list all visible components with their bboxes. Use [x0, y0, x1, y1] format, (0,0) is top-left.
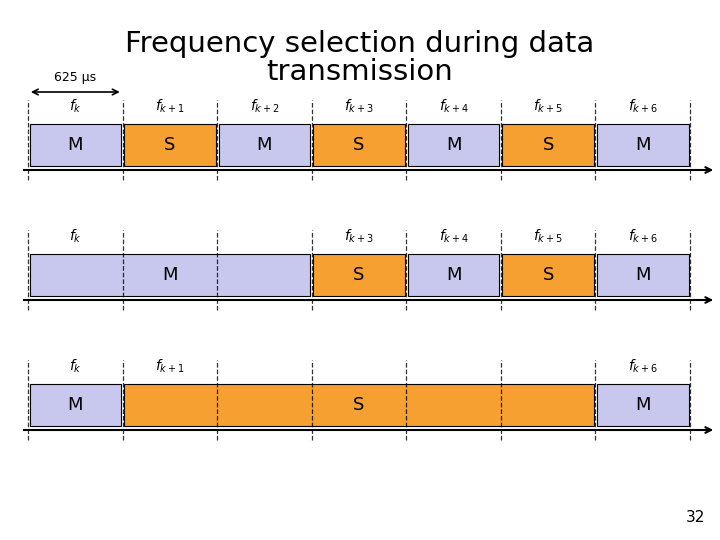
Text: $f_{k+3}$: $f_{k+3}$	[344, 97, 374, 114]
Bar	[503, 124, 594, 166]
Text: S: S	[354, 266, 365, 284]
Bar	[124, 124, 216, 166]
Text: S: S	[164, 136, 176, 154]
Bar	[219, 124, 310, 166]
Text: t: t	[718, 294, 720, 308]
Text: $f_{k+5}$: $f_{k+5}$	[534, 227, 563, 245]
Bar	[313, 124, 405, 166]
Text: Frequency selection during data: Frequency selection during data	[125, 30, 595, 58]
Bar	[408, 254, 500, 296]
Bar	[30, 384, 121, 426]
Bar	[597, 384, 688, 426]
Text: M: M	[446, 266, 462, 284]
Text: $f_{k}$: $f_{k}$	[69, 357, 81, 375]
Bar	[124, 384, 594, 426]
Text: S: S	[354, 396, 365, 414]
Text: $f_{k+4}$: $f_{k+4}$	[438, 97, 469, 114]
Text: $f_{k}$: $f_{k}$	[69, 97, 81, 114]
Text: M: M	[635, 136, 650, 154]
Text: $f_{k}$: $f_{k}$	[69, 227, 81, 245]
Bar	[313, 254, 405, 296]
Text: S: S	[542, 266, 554, 284]
Text: $f_{k+2}$: $f_{k+2}$	[250, 97, 279, 114]
Text: M: M	[256, 136, 272, 154]
Text: $f_{k+1}$: $f_{k+1}$	[155, 357, 185, 375]
Text: M: M	[635, 396, 650, 414]
Text: S: S	[354, 136, 365, 154]
Text: $f_{k+6}$: $f_{k+6}$	[628, 97, 657, 114]
Text: $f_{k+3}$: $f_{k+3}$	[344, 227, 374, 245]
Text: $f_{k+6}$: $f_{k+6}$	[628, 357, 657, 375]
Text: 625 µs: 625 µs	[54, 71, 96, 84]
Text: $f_{k+5}$: $f_{k+5}$	[534, 97, 563, 114]
Text: transmission: transmission	[266, 58, 454, 86]
Text: M: M	[635, 266, 650, 284]
Text: S: S	[542, 136, 554, 154]
Bar	[597, 124, 688, 166]
Bar	[503, 254, 594, 296]
Text: M: M	[162, 266, 178, 284]
Text: M: M	[446, 136, 462, 154]
Text: $f_{k+4}$: $f_{k+4}$	[438, 227, 469, 245]
Bar	[597, 254, 688, 296]
Text: M: M	[68, 136, 83, 154]
Text: t: t	[718, 164, 720, 179]
Text: $f_{k+6}$: $f_{k+6}$	[628, 227, 657, 245]
Text: 32: 32	[685, 510, 705, 525]
Text: t: t	[718, 423, 720, 438]
Bar	[30, 254, 310, 296]
Bar	[408, 124, 500, 166]
Text: $f_{k+1}$: $f_{k+1}$	[155, 97, 185, 114]
Bar	[30, 124, 121, 166]
Text: M: M	[68, 396, 83, 414]
